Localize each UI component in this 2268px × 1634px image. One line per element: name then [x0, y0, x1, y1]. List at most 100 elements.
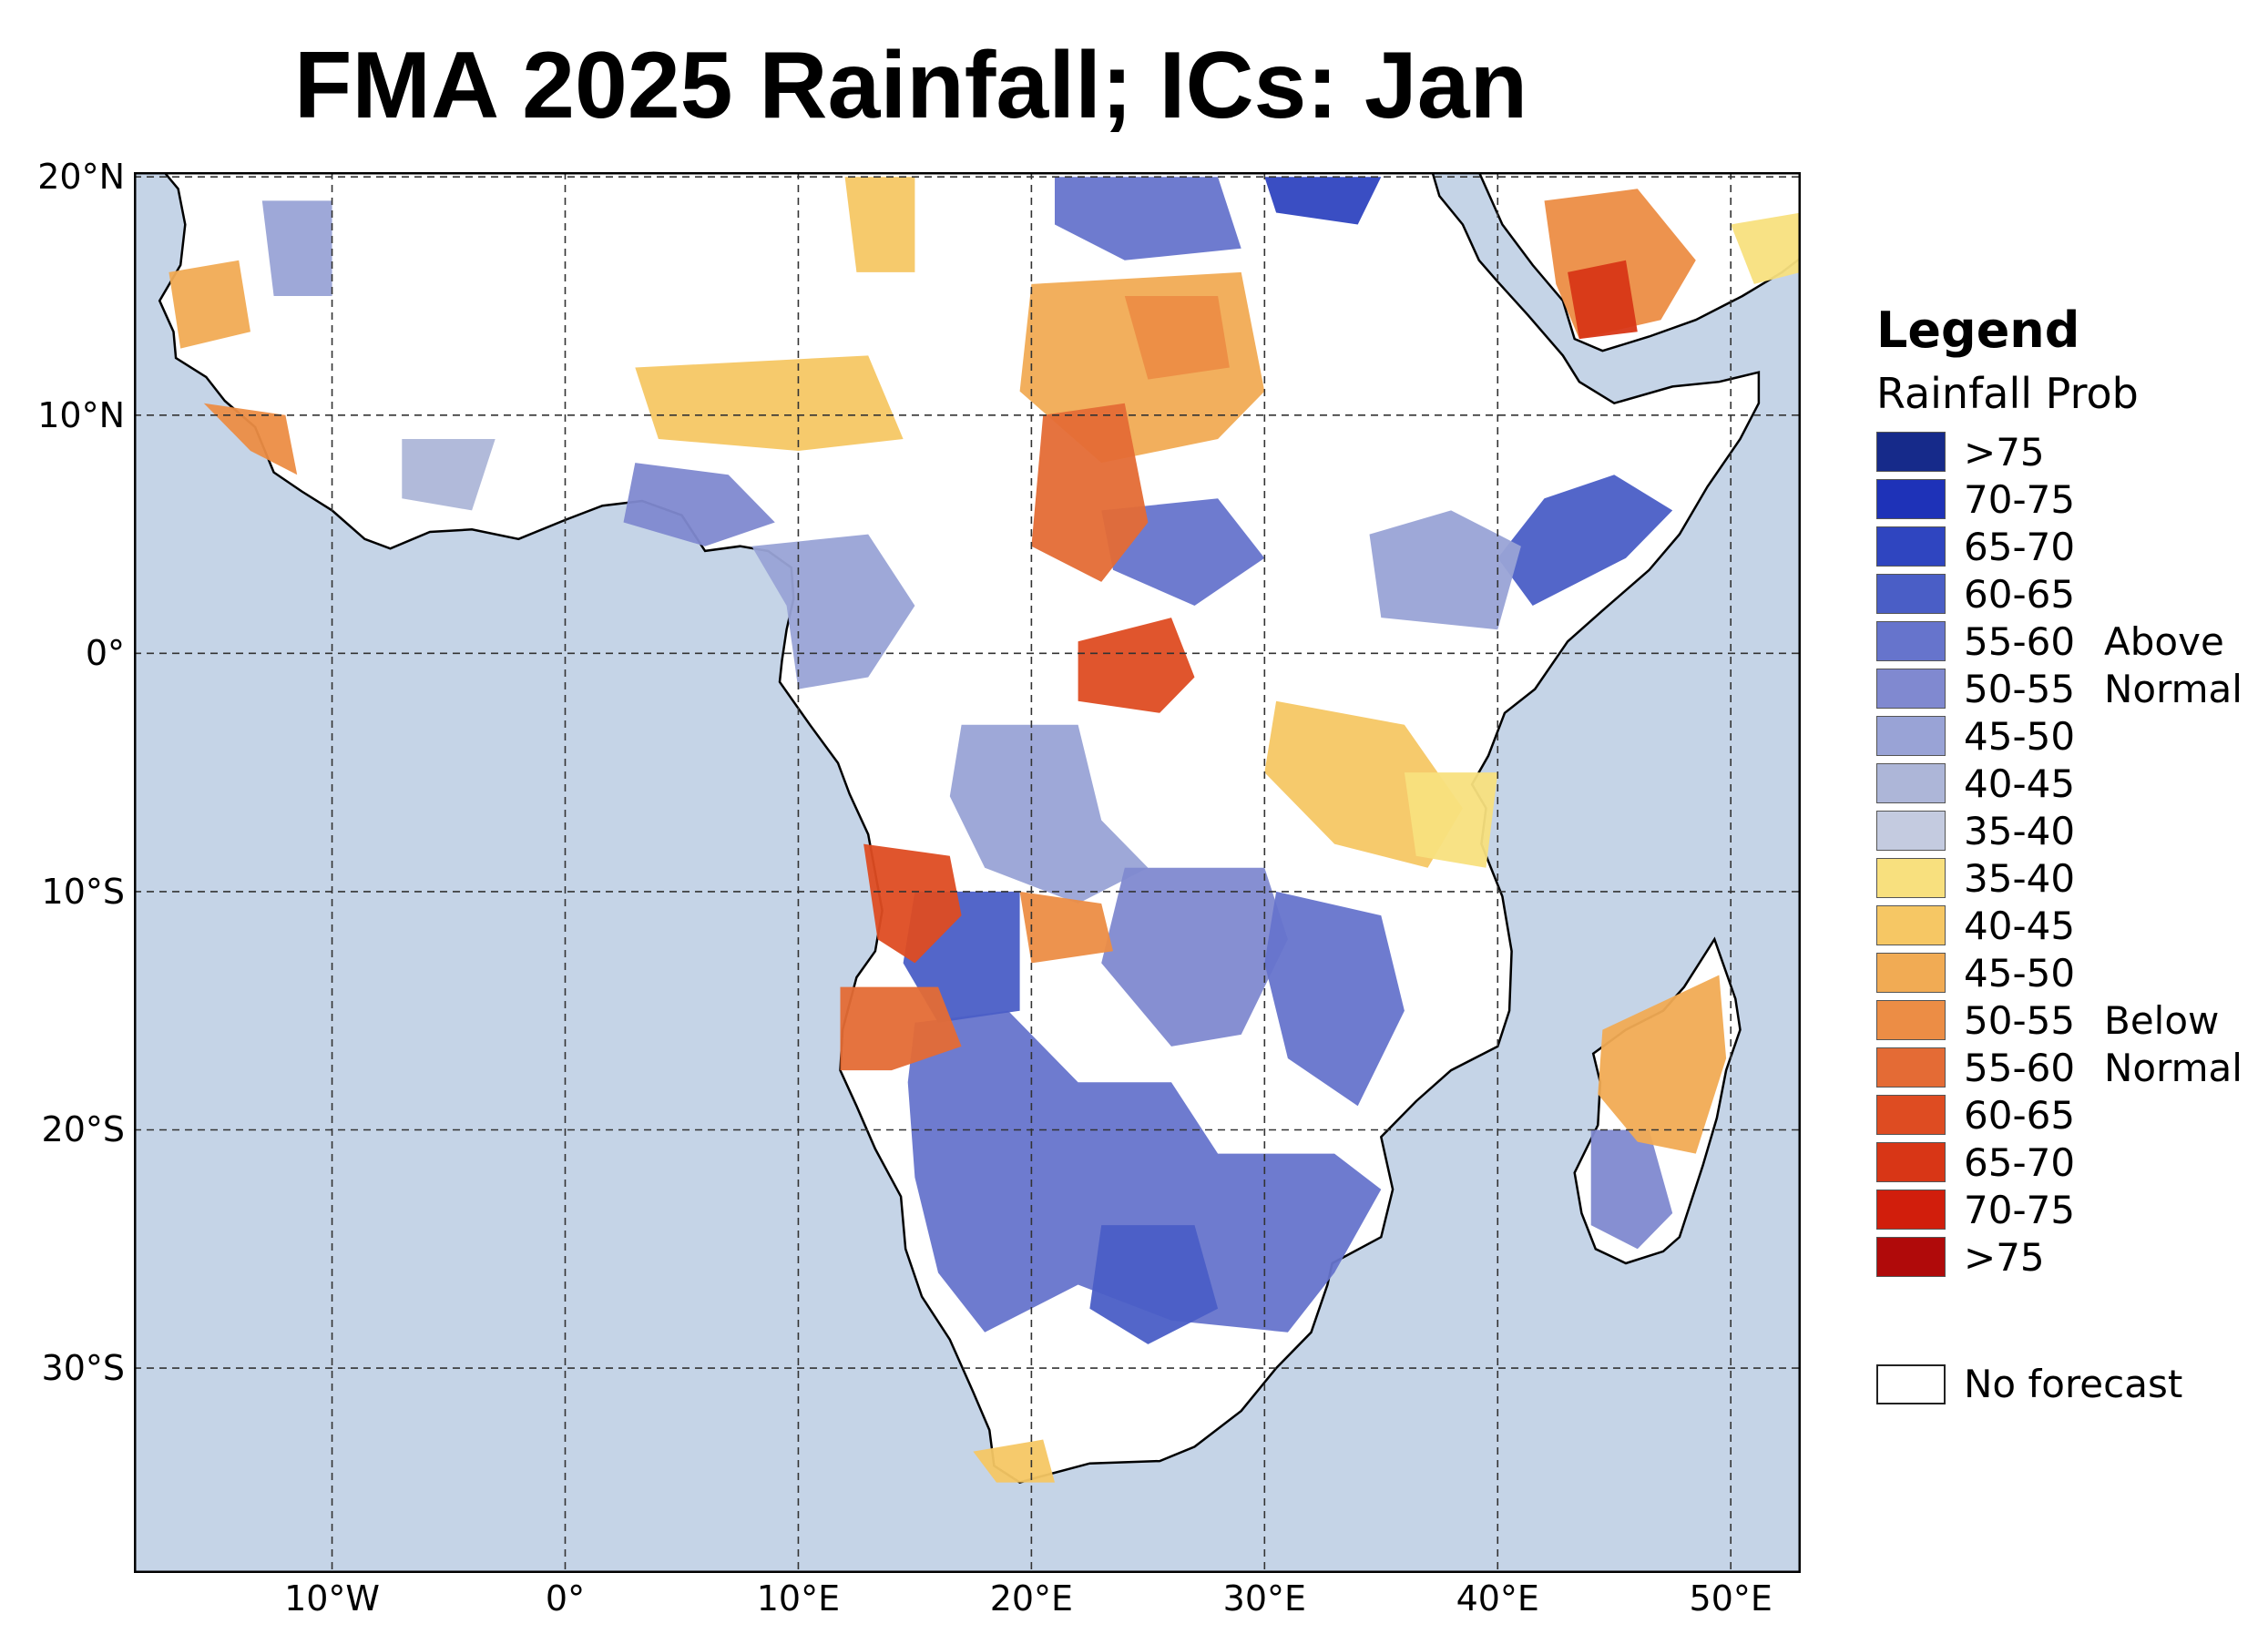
no-forecast-swatch	[1876, 1363, 1946, 1404]
forecast-region	[1031, 403, 1149, 582]
legend-swatch	[1876, 1190, 1946, 1230]
legend-swatch	[1876, 1095, 1946, 1135]
forecast-region	[1590, 1129, 1673, 1250]
legend-row: 35-40	[1876, 854, 2259, 902]
legend-row: 50-55 Below	[1876, 996, 2259, 1044]
legend-range-label: 40-45	[1964, 903, 2076, 948]
legend-range-label: 70-75	[1964, 476, 2076, 522]
legend-row: 70-75	[1876, 475, 2259, 523]
legend-row: >75	[1876, 428, 2259, 475]
legend-swatch	[1876, 432, 1946, 472]
legend-swatch	[1876, 811, 1946, 851]
legend-range-label: 50-55	[1964, 666, 2076, 711]
forecast-region	[949, 724, 1149, 904]
legend-range-label: 60-65	[1964, 1092, 2076, 1138]
forecast-region	[261, 200, 332, 296]
legend-entries: >75 70-75 65-70 60-65 55-60 Above 50-55 Normal 4…	[1876, 428, 2259, 1281]
forecast-region	[1089, 1225, 1219, 1344]
legend-swatch	[1876, 858, 1946, 898]
legend-row: 65-70	[1876, 523, 2259, 570]
legend-swatch	[1876, 621, 1946, 661]
legend-range-label: 65-70	[1964, 1139, 2076, 1185]
forecast-region	[1598, 975, 1727, 1154]
legend-swatch	[1876, 763, 1946, 803]
longitude-tick-label: 50°E	[1689, 1578, 1773, 1619]
legend-swatch	[1876, 905, 1946, 945]
forecast-region	[1124, 296, 1230, 380]
forecast-region	[840, 986, 962, 1071]
legend-row: 40-45	[1876, 902, 2259, 949]
legend-swatch	[1876, 716, 1946, 756]
latitude-tick-label: 0°	[85, 633, 125, 674]
legend-range-label: 70-75	[1964, 1187, 2076, 1232]
legend-row: 65-70	[1876, 1139, 2259, 1186]
legend-range-label: 45-50	[1964, 950, 2076, 996]
latitude-tick-label: 10°N	[37, 394, 125, 435]
legend-row: 45-50	[1876, 712, 2259, 760]
legend-row: 55-60 Above	[1876, 618, 2259, 665]
legend-swatch	[1876, 574, 1946, 614]
legend-range-label: >75	[1964, 429, 2045, 475]
latitude-tick-label: 30°S	[41, 1348, 125, 1389]
legend-swatch	[1876, 526, 1946, 567]
forecast-region	[1101, 867, 1288, 1047]
forecast-region	[751, 534, 915, 689]
forecast-map	[134, 172, 1801, 1573]
longitude-tick-label: 40°E	[1456, 1578, 1539, 1619]
forecast-region	[1264, 891, 1405, 1107]
legend-range-label: >75	[1964, 1234, 2045, 1280]
forecast-region	[1404, 772, 1498, 868]
forecast-layer	[169, 177, 1801, 1483]
legend-row: 60-65	[1876, 570, 2259, 618]
legend-subtitle: Rainfall Prob	[1876, 369, 2139, 418]
latitude-tick-label: 20°N	[37, 157, 125, 198]
forecast-region	[863, 843, 962, 964]
legend-swatch	[1876, 1237, 1946, 1277]
forecast-region	[1369, 510, 1521, 630]
latitude-tick-label: 10°S	[41, 871, 125, 912]
legend-title: Legend	[1876, 301, 2080, 359]
legend-range-label: 45-50	[1964, 713, 2076, 759]
legend-row: >75	[1876, 1233, 2259, 1281]
forecast-region	[844, 177, 915, 272]
forecast-region	[169, 260, 250, 349]
legend-range-label: 55-60	[1964, 1045, 2076, 1090]
legend-row: 60-65	[1876, 1091, 2259, 1139]
map-title: FMA 2025 Rainfall; ICs: Jan	[293, 33, 1528, 138]
legend-category-label: Normal	[2104, 666, 2242, 711]
forecast-region	[1264, 177, 1382, 225]
legend-swatch	[1876, 479, 1946, 519]
legend-range-label: 65-70	[1964, 524, 2076, 569]
legend-swatch	[1876, 1142, 1946, 1182]
longitude-tick-label: 10°E	[756, 1578, 841, 1619]
no-forecast-legend: No forecast	[1876, 1362, 2182, 1406]
forecast-region	[1568, 260, 1638, 340]
forecast-region	[907, 1010, 1382, 1333]
legend-row: 35-40	[1876, 807, 2259, 854]
forecast-region	[402, 439, 495, 511]
forecast-region	[1497, 475, 1673, 606]
legend-swatch	[1876, 1000, 1946, 1040]
legend-swatch	[1876, 669, 1946, 709]
legend-range-label: 40-45	[1964, 761, 2076, 806]
legend: Legend Rainfall Prob >75 70-75 65-70 60-65 5…	[1876, 301, 2259, 1281]
legend-range-label: 50-55	[1964, 997, 2076, 1043]
latitude-tick-label: 20°S	[41, 1109, 125, 1150]
legend-row: 45-50	[1876, 949, 2259, 996]
no-forecast-label: No forecast	[1964, 1362, 2183, 1406]
legend-swatch	[1876, 953, 1946, 993]
longitude-tick-label: 20°E	[989, 1578, 1074, 1619]
legend-row: 70-75	[1876, 1186, 2259, 1233]
forecast-region	[1078, 618, 1195, 713]
legend-range-label: 35-40	[1964, 808, 2076, 853]
legend-category-label: Below	[2104, 997, 2220, 1043]
legend-range-label: 35-40	[1964, 855, 2076, 901]
legend-category-label: Normal	[2104, 1045, 2242, 1090]
forecast-region	[1731, 212, 1801, 284]
legend-row: 55-60 Normal	[1876, 1044, 2259, 1091]
gridlines	[134, 172, 1801, 1573]
forecast-region	[203, 403, 298, 475]
forecast-region	[635, 355, 904, 451]
forecast-region	[1055, 177, 1241, 260]
longitude-tick-label: 30°E	[1222, 1578, 1307, 1619]
